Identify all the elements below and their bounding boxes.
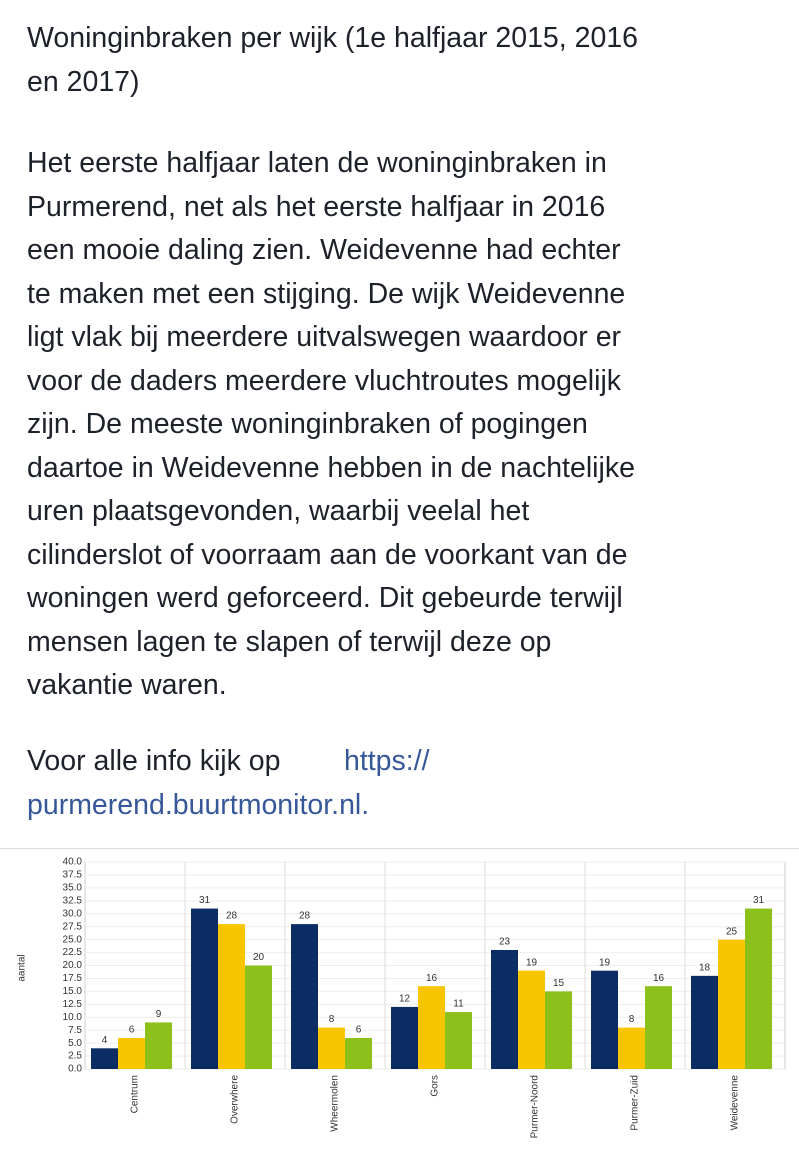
value-label: 6 bbox=[356, 1025, 362, 1036]
value-label: 31 bbox=[753, 895, 765, 906]
value-label: 25 bbox=[726, 926, 738, 937]
chart: aantal 0.0 2.5 5.0 7.5 10.0 12.5 15.0 17.5 20.0 2… bbox=[0, 848, 799, 1138]
value-label: 11 bbox=[453, 999, 464, 1010]
y-axis-label: aantal bbox=[17, 954, 28, 981]
x-tick-label: Gors bbox=[430, 1075, 441, 1097]
value-label: 19 bbox=[526, 957, 538, 968]
value-label: 9 bbox=[156, 1009, 162, 1020]
value-label: 20 bbox=[253, 952, 265, 963]
bar bbox=[591, 970, 618, 1069]
y-tick-label: 25.0 bbox=[63, 934, 83, 945]
link-line[interactable]: https:// bbox=[344, 745, 430, 777]
body-line: woningen werd geforceerd. Dit gebeurde t… bbox=[27, 582, 623, 614]
bar bbox=[145, 1022, 172, 1069]
y-tick-label: 30.0 bbox=[63, 908, 83, 919]
value-label: 6 bbox=[129, 1025, 135, 1036]
y-tick-label: 22.5 bbox=[63, 947, 83, 958]
y-tick-label: 10.0 bbox=[63, 1012, 83, 1023]
title-line: Woninginbraken per wijk (1e halfjaar 201… bbox=[27, 22, 639, 54]
x-tick-label: Weidevenne bbox=[730, 1075, 741, 1131]
bar bbox=[718, 939, 745, 1069]
bar bbox=[691, 975, 718, 1069]
y-tick-label: 37.5 bbox=[63, 870, 83, 881]
bar bbox=[391, 1006, 418, 1069]
bar bbox=[545, 991, 572, 1069]
y-tick-label: 32.5 bbox=[63, 895, 83, 906]
y-tick-label: 17.5 bbox=[63, 973, 83, 984]
post-title: Woninginbraken per wijk (1e halfjaar 201… bbox=[27, 17, 787, 104]
title-line: en 2017) bbox=[27, 65, 140, 98]
bar bbox=[418, 986, 445, 1069]
bar bbox=[118, 1037, 145, 1069]
y-tick-label: 12.5 bbox=[63, 999, 83, 1010]
y-tick-label: 0.0 bbox=[68, 1064, 82, 1075]
info-paragraph: Voor alle info kijk op bbox=[27, 740, 787, 784]
y-tick-label: 7.5 bbox=[68, 1025, 82, 1036]
bar bbox=[291, 924, 318, 1069]
bar bbox=[191, 908, 218, 1069]
link[interactable]: https:// purmerend.buurtmonitor.nl. bbox=[27, 740, 784, 827]
bar bbox=[491, 949, 518, 1069]
y-tick-label: 5.0 bbox=[68, 1038, 82, 1049]
value-label: 4 bbox=[102, 1035, 108, 1046]
value-label: 16 bbox=[653, 973, 665, 984]
y-tick-label: 20.0 bbox=[63, 960, 83, 971]
post-body: Het eerste halfjaar laten de woninginbra… bbox=[27, 142, 787, 708]
bar bbox=[618, 1027, 645, 1069]
value-label: 19 bbox=[599, 957, 611, 968]
body-line: ligt vlak bij meerdere uitvalswegen waar… bbox=[27, 321, 622, 353]
value-label: 16 bbox=[426, 973, 438, 984]
y-tick-label: 40.0 bbox=[63, 857, 83, 868]
body-line: een mooie daling zien. Weidevenne had ec… bbox=[27, 234, 621, 266]
bar bbox=[345, 1037, 372, 1069]
x-tick-label: Purmer-Noord bbox=[530, 1075, 541, 1138]
y-tick-label: 35.0 bbox=[63, 883, 83, 894]
x-tick-label: Centrum bbox=[130, 1075, 141, 1113]
value-label: 23 bbox=[499, 937, 511, 948]
bar bbox=[218, 924, 245, 1069]
bar bbox=[245, 965, 272, 1069]
value-label: 28 bbox=[226, 911, 238, 922]
body-line: mensen lagen te slapen of terwijl deze o… bbox=[27, 625, 552, 658]
bar bbox=[445, 1012, 472, 1069]
link-line[interactable]: purmerend.buurtmonitor.nl. bbox=[27, 788, 370, 821]
body-line: voor de daders meerdere vluchtroutes mog… bbox=[27, 364, 622, 397]
body-line: uren plaatsgevonden, waarbij veelal het bbox=[27, 495, 530, 527]
body-line: Purmerend, net als het eerste halfjaar i… bbox=[27, 190, 606, 223]
value-label: 15 bbox=[553, 978, 565, 989]
bar bbox=[518, 970, 545, 1069]
body-line: te maken met een stijging. De wijk Weide… bbox=[27, 277, 626, 310]
bar bbox=[318, 1027, 345, 1069]
value-label: 12 bbox=[399, 994, 411, 1005]
y-tick-label: 15.0 bbox=[63, 986, 83, 997]
y-tick-label: 27.5 bbox=[63, 921, 83, 932]
value-label: 18 bbox=[699, 962, 711, 973]
x-tick-label: Wheermolen bbox=[330, 1075, 341, 1132]
value-label: 8 bbox=[329, 1014, 335, 1025]
body-line: daartoe in Weidevenne hebben in de nacht… bbox=[27, 451, 635, 484]
x-tick-label: Overwhere bbox=[230, 1075, 241, 1124]
value-label: 31 bbox=[199, 895, 211, 906]
body-line: cilinderslot of voorraam aan de voorkant… bbox=[27, 538, 628, 571]
body-line: vakantie waren. bbox=[27, 669, 227, 701]
info-text: Voor alle info kijk op bbox=[27, 745, 281, 777]
body-line: Het eerste halfjaar laten de woninginbra… bbox=[27, 147, 607, 179]
bar bbox=[645, 986, 672, 1069]
x-tick-label: Purmer-Zuid bbox=[630, 1075, 641, 1131]
bar bbox=[91, 1048, 118, 1069]
value-label: 28 bbox=[299, 911, 311, 922]
body-line: zijn. De meeste woninginbraken of poging… bbox=[27, 408, 588, 440]
y-tick-label: 2.5 bbox=[68, 1051, 82, 1062]
value-label: 8 bbox=[629, 1014, 635, 1025]
bar bbox=[745, 908, 772, 1069]
